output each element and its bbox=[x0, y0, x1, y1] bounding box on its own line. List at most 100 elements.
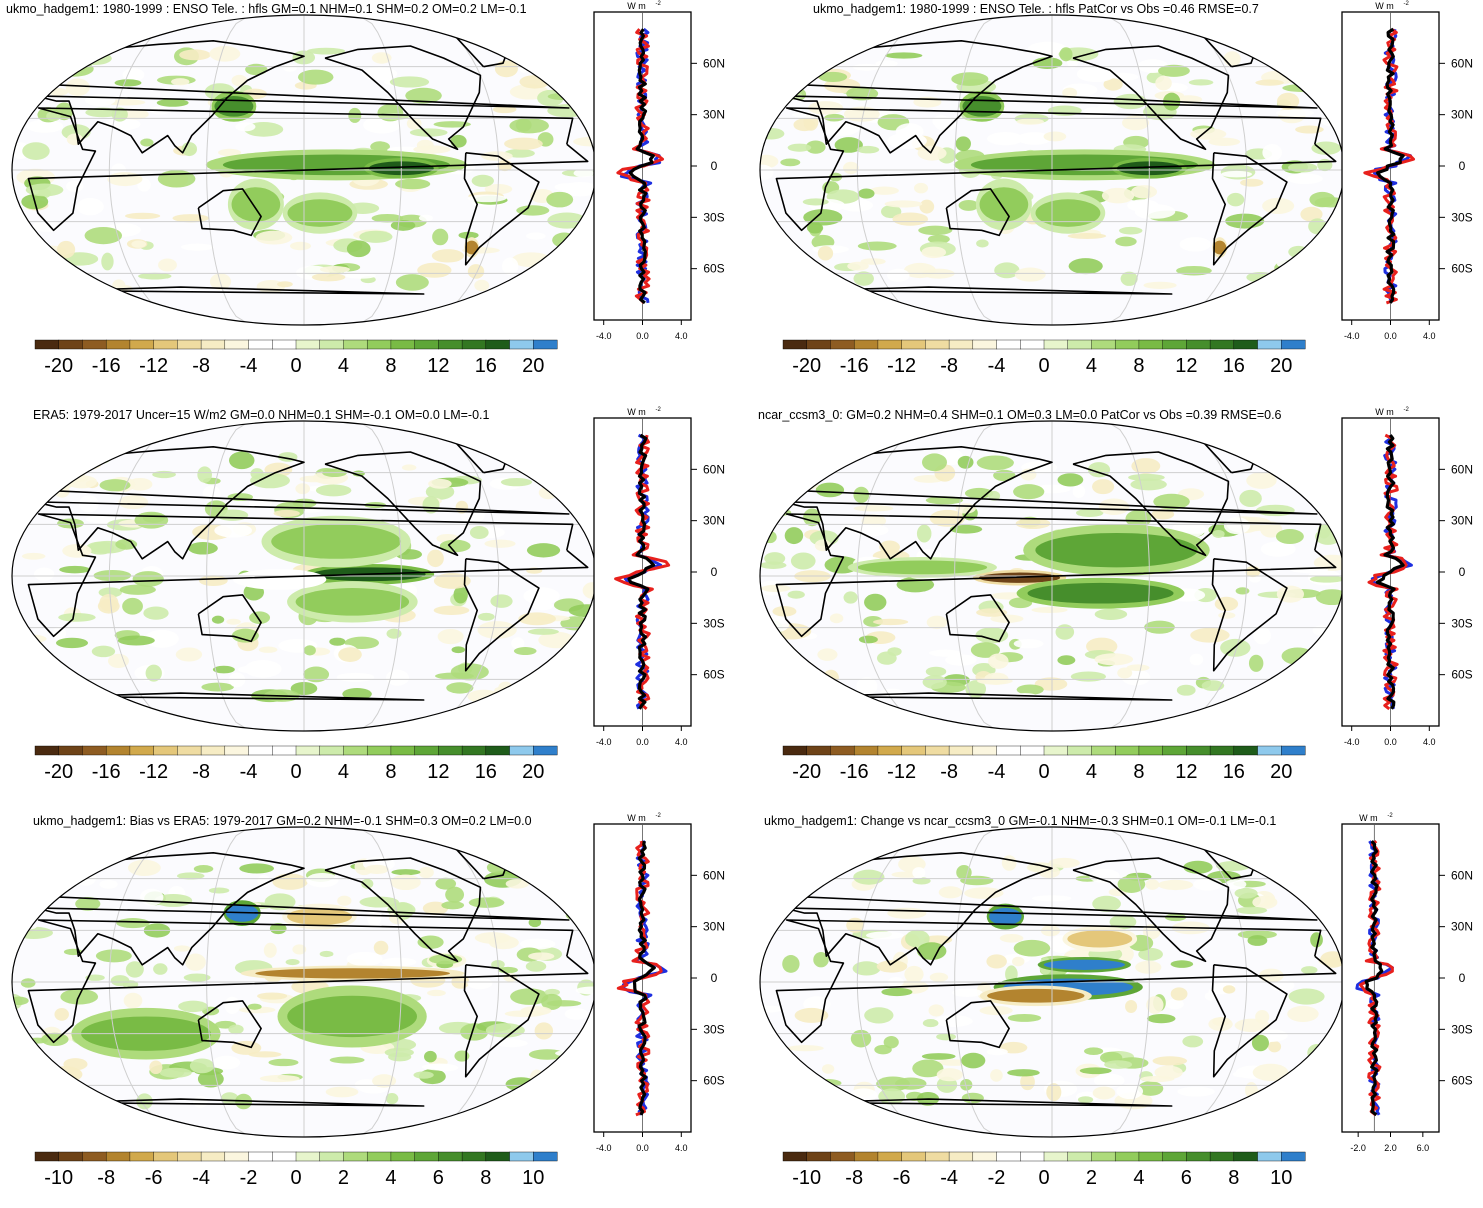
map-cell bbox=[52, 626, 67, 641]
colorbar-swatch bbox=[319, 339, 344, 350]
map-cell bbox=[247, 1003, 262, 1010]
profile-x-label: 4.0 bbox=[675, 737, 688, 747]
profile-lat-label: 30S bbox=[703, 210, 724, 224]
map-cell bbox=[292, 498, 317, 508]
map-cell bbox=[25, 183, 64, 197]
map-cell bbox=[1282, 84, 1322, 92]
anomaly-core bbox=[1067, 930, 1133, 948]
map-cell bbox=[193, 1095, 208, 1108]
colorbar-label: -4 bbox=[988, 355, 1006, 377]
map-cell bbox=[359, 230, 393, 243]
map-cell bbox=[815, 482, 845, 498]
colorbar-label: 2 bbox=[338, 1167, 349, 1189]
panel-title: ukmo_hadgem1: Bias vs ERA5: 1979-2017 GM… bbox=[33, 814, 532, 828]
longitude-gridline bbox=[206, 15, 251, 325]
map-cell bbox=[760, 127, 785, 140]
map-cell bbox=[502, 257, 519, 275]
map-cell bbox=[806, 222, 824, 234]
map-cell bbox=[886, 268, 910, 282]
map-cell bbox=[492, 105, 517, 114]
map-cell bbox=[306, 47, 346, 55]
map-field bbox=[760, 421, 1344, 731]
profile-mean-line bbox=[1364, 840, 1384, 1117]
map-cell bbox=[760, 615, 790, 634]
map-cell bbox=[925, 666, 947, 677]
map-cell bbox=[936, 1033, 957, 1041]
panel-title: ncar_ccsm3_0: GM=0.2 NHM=0.4 SHM=0.1 OM=… bbox=[758, 408, 1282, 422]
australia-outline bbox=[945, 594, 1010, 643]
map-cell bbox=[787, 1045, 824, 1052]
australia-outline bbox=[945, 1000, 1010, 1049]
map-cell bbox=[532, 48, 558, 58]
map-cell bbox=[91, 645, 116, 658]
map-cell bbox=[525, 960, 547, 972]
map-cell bbox=[124, 212, 161, 220]
map-cell bbox=[918, 225, 953, 236]
map-cell bbox=[546, 1000, 582, 1007]
map-cell bbox=[303, 666, 330, 683]
map-cell bbox=[435, 877, 457, 890]
profile-frame bbox=[1341, 823, 1440, 1133]
profile-unit-exponent: -2 bbox=[1387, 813, 1393, 819]
map-cell bbox=[385, 1092, 399, 1105]
map-cell bbox=[433, 121, 471, 128]
map-cell bbox=[59, 565, 91, 574]
map-cell bbox=[864, 593, 887, 611]
map-cell bbox=[346, 951, 383, 967]
colorbar-swatch bbox=[153, 1151, 178, 1162]
map-cell bbox=[834, 137, 863, 153]
map-field bbox=[12, 421, 596, 731]
profile-unit: W m bbox=[627, 813, 646, 823]
map-cell bbox=[12, 996, 29, 1006]
map-cell bbox=[824, 113, 845, 122]
map-cell bbox=[469, 526, 489, 540]
map-field bbox=[760, 827, 1344, 1137]
map-cell bbox=[268, 1058, 299, 1067]
profile-x-label: -2.0 bbox=[1350, 1143, 1366, 1153]
eurasia-outline bbox=[33, 40, 570, 154]
map-cell bbox=[498, 681, 513, 694]
map-cell bbox=[1128, 473, 1165, 482]
map-cell bbox=[976, 608, 1008, 617]
map-cell bbox=[1007, 1069, 1040, 1077]
profile-mean-line bbox=[628, 28, 655, 305]
map-cell bbox=[1125, 1000, 1138, 1013]
map-cell bbox=[832, 1091, 850, 1110]
map-cell bbox=[1016, 684, 1044, 695]
profile-unit: W m bbox=[1359, 813, 1378, 823]
profile-lat-label: 60S bbox=[703, 668, 724, 682]
colorbar-swatch bbox=[533, 745, 558, 756]
map-cell bbox=[1239, 489, 1262, 508]
south-america-outline bbox=[463, 152, 540, 266]
colorbar-swatch bbox=[509, 339, 534, 350]
map-cell bbox=[325, 1086, 359, 1098]
map-cell bbox=[520, 1006, 552, 1016]
anomaly-core bbox=[239, 572, 321, 587]
colorbar-label: -20 bbox=[792, 355, 821, 377]
colorbar-swatch bbox=[901, 339, 926, 350]
map-cell bbox=[523, 587, 560, 605]
colorbar-label: 0 bbox=[1038, 761, 1049, 783]
map-cell bbox=[1117, 667, 1133, 679]
colorbar-swatch bbox=[153, 745, 178, 756]
map-cell bbox=[494, 60, 518, 78]
map-cell bbox=[338, 647, 362, 662]
map-cell bbox=[84, 94, 116, 107]
north-america-outline bbox=[1072, 857, 1230, 963]
longitude-gridline bbox=[954, 15, 999, 325]
map-cell bbox=[319, 950, 334, 958]
profile-lat-label: 30N bbox=[1451, 514, 1473, 528]
map-cell bbox=[849, 1088, 878, 1102]
profile-unit: W m bbox=[1375, 1, 1394, 11]
map-cell bbox=[183, 973, 211, 982]
australia-outline bbox=[197, 594, 262, 643]
colorbar-label: 6 bbox=[433, 1167, 444, 1189]
map-cell bbox=[994, 262, 1020, 279]
map-cell bbox=[259, 1074, 300, 1083]
colorbar-swatch bbox=[782, 339, 808, 350]
map-cell bbox=[914, 182, 929, 194]
colorbar-label: 12 bbox=[427, 761, 449, 783]
map-cell bbox=[892, 212, 929, 226]
profile-lat-label: 60N bbox=[703, 868, 725, 882]
map-cell bbox=[485, 1023, 525, 1038]
